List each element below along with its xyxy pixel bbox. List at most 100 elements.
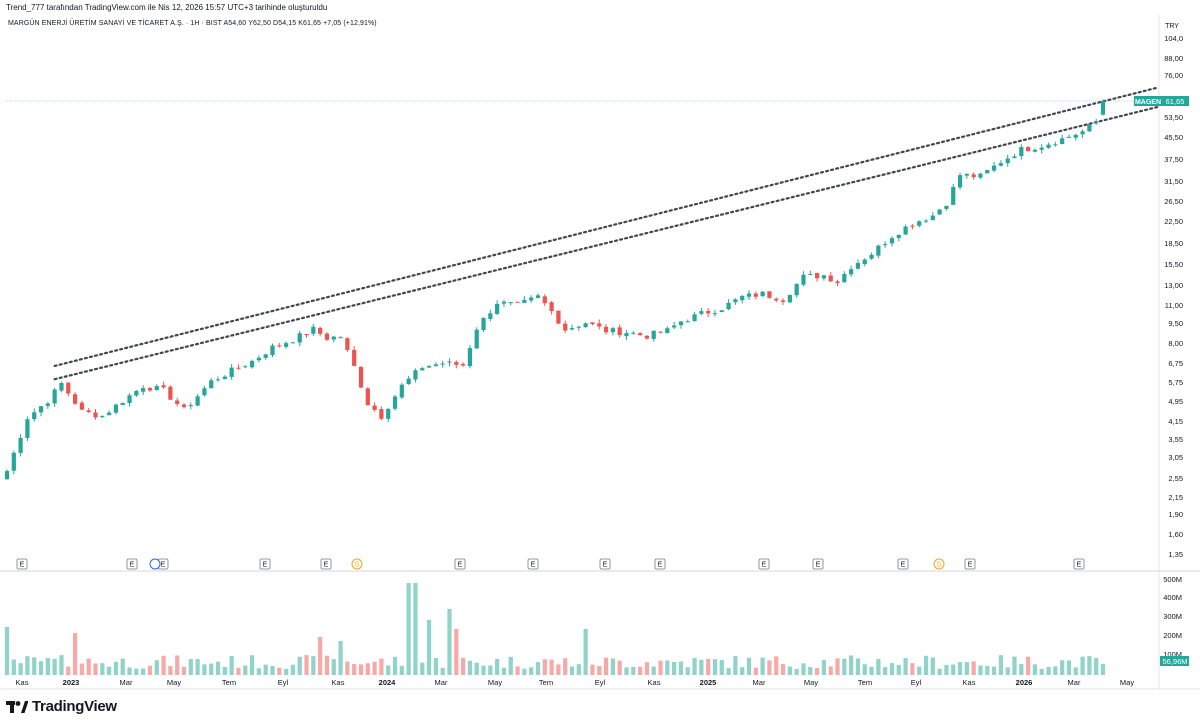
- candle-body: [222, 376, 227, 380]
- volume-bar: [52, 658, 57, 675]
- candle: [740, 295, 745, 304]
- event-label: E: [531, 562, 536, 569]
- candle-body: [849, 269, 854, 275]
- candle: [161, 381, 166, 389]
- candle-body: [1094, 122, 1099, 124]
- volume-bar: [760, 657, 765, 675]
- volume-bar: [1060, 660, 1065, 675]
- candle-body: [1100, 101, 1106, 115]
- candle-body: [733, 299, 738, 303]
- event-label: E: [130, 562, 135, 569]
- volume-bar: [141, 668, 146, 675]
- volume-bar: [706, 658, 711, 675]
- candle: [495, 300, 500, 315]
- candle: [583, 322, 588, 329]
- earnings-event-icon: [758, 558, 770, 570]
- candle-body: [1019, 147, 1024, 157]
- candle-body: [515, 301, 520, 303]
- candle-body: [699, 311, 704, 314]
- candle: [352, 346, 357, 367]
- candle: [515, 301, 520, 303]
- earnings-event-icon: [812, 558, 824, 570]
- candle: [869, 252, 874, 260]
- volume-bar: [964, 662, 969, 675]
- volume-bar: [209, 663, 214, 675]
- candle-body: [168, 386, 173, 400]
- candle-body: [18, 437, 23, 453]
- volume-bar: [651, 666, 656, 675]
- split-event-icon: [933, 558, 945, 570]
- candle: [712, 309, 718, 317]
- candle: [542, 294, 547, 307]
- candle: [610, 326, 615, 336]
- candle: [25, 416, 30, 442]
- candle: [501, 300, 507, 307]
- volume-bar: [1019, 664, 1024, 675]
- volume-bar: [181, 666, 187, 675]
- candle-body: [617, 327, 622, 336]
- candle-body: [529, 297, 534, 301]
- author-line: Trend_777 tarafından TradingView.com ile…: [6, 3, 328, 12]
- candle-body: [297, 333, 302, 343]
- candle-body: [120, 402, 125, 405]
- candle-body: [460, 363, 466, 366]
- candle: [637, 332, 643, 336]
- volume-bar: [1032, 664, 1038, 675]
- candle: [787, 294, 792, 303]
- candle-body: [998, 163, 1003, 166]
- volume-bar: [624, 667, 629, 675]
- candle-body: [821, 275, 827, 279]
- candle-body: [801, 274, 806, 285]
- candle-body: [379, 409, 384, 419]
- candle-body: [753, 293, 758, 297]
- time-tick-label: May: [1120, 678, 1134, 687]
- candle-body: [134, 390, 139, 396]
- candle-body: [38, 406, 44, 413]
- volume-bar: [270, 665, 275, 675]
- volume-bar: [563, 658, 568, 675]
- volume-bar: [828, 666, 833, 675]
- candle-body: [576, 326, 581, 328]
- candle-body: [488, 313, 493, 319]
- volume-bar: [32, 657, 37, 675]
- candle: [617, 324, 622, 338]
- candle-body: [522, 299, 527, 303]
- candle-body: [862, 259, 867, 264]
- candle-body: [59, 383, 64, 391]
- price-tick-label: 37,50: [1164, 155, 1183, 164]
- candle-body: [283, 343, 289, 347]
- price-tick-label: 1,60: [1168, 530, 1183, 539]
- candle: [597, 319, 602, 330]
- earnings-event-icon: [654, 558, 666, 570]
- candle: [644, 335, 650, 340]
- candle-body: [957, 175, 963, 188]
- volume-bar: [283, 668, 289, 675]
- volume-bar: [508, 656, 513, 675]
- candle: [1073, 133, 1078, 141]
- candle: [767, 291, 772, 299]
- candle: [508, 302, 513, 306]
- price-tick-label: 53,50: [1164, 113, 1183, 122]
- price-tick-label: 1,90: [1168, 510, 1183, 519]
- candle: [957, 172, 963, 190]
- time-tick-label: Mar: [435, 678, 448, 687]
- volume-bar: [944, 664, 949, 675]
- candle: [706, 308, 711, 318]
- candle: [45, 401, 50, 409]
- candle-body: [107, 412, 112, 416]
- price-tick-label: 8,00: [1168, 339, 1183, 348]
- candle: [753, 291, 758, 300]
- volume-bar: [753, 667, 758, 675]
- volume-tick-label: 500M: [1163, 575, 1182, 584]
- volume-bar: [780, 664, 786, 675]
- candle-body: [420, 368, 425, 371]
- time-tick-label: Kas: [16, 678, 29, 687]
- volume-bar: [120, 658, 125, 675]
- volume-bar: [801, 663, 806, 675]
- volume-bar: [399, 665, 404, 675]
- candle: [345, 337, 350, 352]
- volume-bar: [937, 668, 942, 675]
- volume-bar: [304, 655, 309, 675]
- candle-body: [910, 225, 915, 227]
